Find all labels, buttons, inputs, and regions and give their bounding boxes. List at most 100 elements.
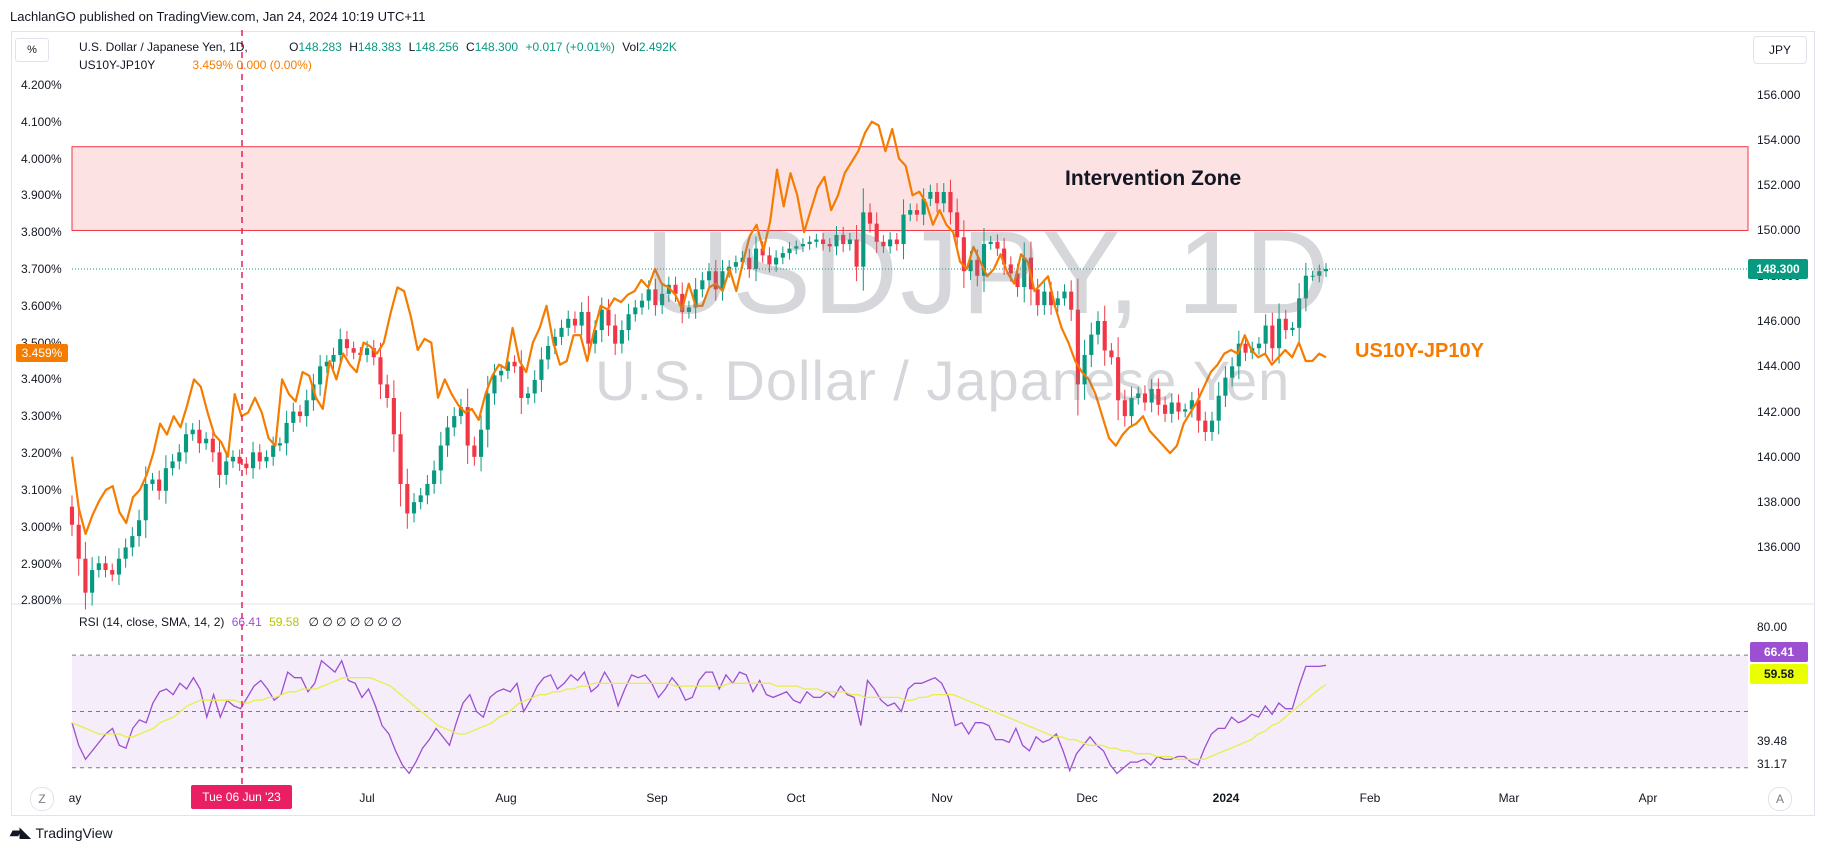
- candle: [170, 461, 175, 469]
- time-tick-label: Jul: [359, 791, 375, 805]
- candle: [908, 210, 913, 215]
- candle: [465, 407, 470, 446]
- candle: [854, 239, 859, 267]
- candle: [1183, 409, 1188, 412]
- left-tick-label: 4.200%: [21, 77, 62, 92]
- candle: [1055, 298, 1060, 306]
- candle: [1189, 400, 1194, 410]
- candle: [83, 558, 88, 593]
- candle: [1062, 291, 1067, 299]
- rsi-ma-line: [71, 677, 1327, 760]
- candle: [633, 307, 638, 315]
- yield-spread-series: [70, 120, 1327, 536]
- candle: [1290, 327, 1295, 331]
- candle: [1042, 291, 1047, 306]
- candle: [733, 262, 738, 267]
- candle: [190, 429, 195, 435]
- time-tick-label: ay: [68, 791, 82, 805]
- left-tick-label: 3.200%: [21, 446, 62, 461]
- footer-brand[interactable]: ▰◣ TradingView: [10, 824, 113, 841]
- candle: [519, 366, 524, 398]
- candle: [1022, 257, 1027, 288]
- candle: [955, 212, 960, 238]
- candle: [1310, 275, 1315, 277]
- candle: [1035, 289, 1040, 306]
- candle: [1008, 264, 1013, 274]
- candle: [257, 452, 262, 462]
- candle: [747, 257, 752, 269]
- left-tick-label: 3.300%: [21, 409, 62, 424]
- time-tick-label: Dec: [1076, 791, 1098, 805]
- candle: [794, 246, 799, 249]
- left-tick-label: 3.000%: [21, 519, 62, 534]
- candle: [385, 384, 390, 398]
- last-price-badge: 148.300: [1748, 259, 1808, 279]
- candle: [378, 357, 383, 385]
- overlay-legend-name[interactable]: US10Y-JP10Y: [79, 58, 156, 72]
- candle: [1089, 334, 1094, 355]
- candle: [639, 300, 645, 308]
- candle: [136, 520, 142, 537]
- candle: [525, 393, 531, 398]
- candle: [1323, 268, 1329, 272]
- rsi-ma-badge: 59.58: [1750, 664, 1808, 684]
- candle: [1303, 275, 1308, 299]
- candle: [512, 361, 517, 367]
- auto-scale-button[interactable]: A: [1768, 787, 1792, 811]
- candle: [452, 416, 457, 428]
- candle: [264, 456, 269, 462]
- percent-scale-button[interactable]: %: [15, 38, 49, 62]
- candle: [438, 445, 443, 471]
- watermark-symbol: USDJPY, 1D: [645, 207, 1332, 339]
- candle: [1109, 350, 1114, 358]
- right-tick-label: 136.000: [1757, 540, 1801, 555]
- candle: [653, 289, 658, 306]
- symbol-title[interactable]: U.S. Dollar / Japanese Yen, 1D,: [79, 40, 248, 54]
- time-tick-label: Aug: [495, 791, 517, 805]
- rsi-tick-label: 31.17: [1757, 757, 1788, 772]
- candle: [753, 248, 759, 269]
- overlay-legend: US10Y-JP10Y 3.459% 0.000 (0.00%): [79, 58, 312, 72]
- candle: [814, 239, 819, 242]
- candle: [405, 484, 410, 514]
- main-legend: U.S. Dollar / Japanese Yen, 1D, O148.283…: [79, 40, 677, 54]
- candle: [183, 434, 189, 453]
- left-tick-label: 3.600%: [21, 298, 62, 313]
- volume-label: Vol: [622, 40, 639, 54]
- price-grid: [11, 268, 1815, 605]
- candle: [1283, 318, 1288, 331]
- candle: [981, 244, 987, 276]
- candle: [867, 212, 873, 224]
- candle: [975, 259, 980, 276]
- candle: [157, 479, 162, 491]
- chart-pane[interactable]: [11, 31, 1815, 816]
- rsi-legend-value: 66.41: [231, 615, 262, 629]
- candle: [110, 570, 115, 575]
- right-tick-label: 138.000: [1757, 495, 1801, 510]
- candle: [1116, 357, 1121, 401]
- candle: [713, 271, 718, 290]
- close-label: C: [466, 40, 475, 54]
- candle: [1216, 395, 1221, 421]
- time-tick-label: Nov: [931, 791, 953, 805]
- candle: [914, 210, 920, 215]
- candle: [1082, 354, 1087, 385]
- candle: [961, 237, 966, 272]
- zoom-button[interactable]: Z: [30, 787, 54, 811]
- candle: [1297, 298, 1302, 328]
- high-value: 148.383: [357, 40, 402, 54]
- left-tick-label: 3.400%: [21, 372, 62, 387]
- right-tick-label: 150.000: [1757, 223, 1801, 238]
- candle: [1317, 271, 1322, 276]
- candle: [472, 445, 477, 457]
- candle: [304, 400, 309, 417]
- candle: [1209, 420, 1215, 432]
- candle: [599, 309, 604, 331]
- currency-button[interactable]: JPY: [1753, 36, 1807, 64]
- time-tick-label: Sep: [646, 791, 668, 805]
- candle: [324, 361, 329, 367]
- candle: [425, 484, 430, 496]
- rsi-ma-legend-value: 59.58: [269, 615, 300, 629]
- rsi-legend-name[interactable]: RSI (14, close, SMA, 14, 2): [79, 615, 225, 629]
